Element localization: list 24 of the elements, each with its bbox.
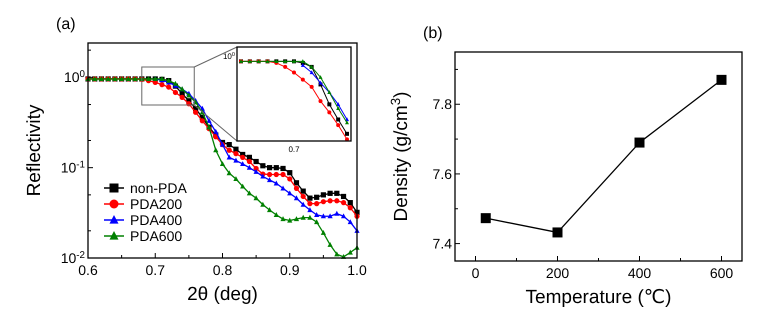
y-tick-label: 10$^{-1}$ (60, 159, 85, 176)
y-tick-label: 7.8 (432, 96, 452, 112)
annotation: 10$^{0}$ (222, 52, 235, 61)
x-tick-label: 1.0 (347, 262, 367, 278)
y-tick-label: 10$^{0}$ (64, 68, 86, 86)
legend-label: non-PDA (130, 180, 188, 196)
legend-label: PDA600 (130, 228, 182, 244)
y-tick-label: 7.6 (432, 166, 452, 182)
x-tick-label: 200 (546, 265, 570, 281)
x-tick-label: 600 (710, 265, 734, 281)
x-tick-label: 0.7 (146, 262, 166, 278)
legend-label: PDA400 (130, 212, 182, 228)
x-tick-label: 0.9 (280, 262, 300, 278)
x-axis-title: 2θ (deg) (187, 284, 258, 305)
chart-title: (a) (56, 16, 76, 33)
x-tick-label: 0 (472, 265, 480, 281)
chart-title: (b) (423, 25, 443, 42)
y-axis-title: Reflectivity (24, 104, 45, 196)
x-tick-label: 0.8 (212, 262, 232, 278)
annotation: 0.7 (288, 145, 300, 154)
legend-label: PDA200 (130, 196, 182, 212)
y-tick-label: 7.4 (432, 235, 452, 252)
x-tick-label: 400 (628, 265, 652, 281)
x-axis-title: Temperature (℃) (526, 287, 672, 308)
